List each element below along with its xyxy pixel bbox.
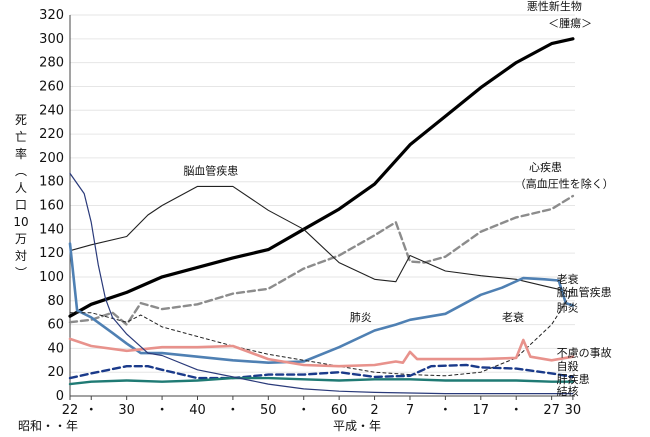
x-tick-label: 27 (543, 403, 560, 418)
y-axis-label-char: 対 (15, 249, 27, 263)
series-line-5 (68, 337, 575, 368)
y-axis-label-char: 率 (15, 146, 27, 161)
y-tick-label: 80 (47, 294, 64, 309)
series-line-0 (68, 37, 575, 318)
y-axis-label-char: 万 (15, 232, 27, 246)
y-tick-labels: 0 20 40 60 80 100 120 140 160 180 200 220 240 260 280 3… (39, 8, 64, 404)
y-tick-label: 300 (39, 32, 64, 47)
series-label: 自殺 (557, 359, 579, 373)
x-tick-label: 40 (189, 403, 206, 418)
y-tick-label: 180 (39, 175, 64, 190)
gridlines (70, 14, 575, 397)
series-line-7 (68, 376, 575, 386)
series-annotations: 悪性新生物＜腫瘍＞脳血管疾患 心疾患（高血圧性を除く）肺炎 老衰老衰脳血管疾患肺炎不… (183, 0, 613, 398)
y-tick-label: 320 (39, 8, 64, 23)
y-tick-label: 260 (39, 79, 64, 94)
series-line-1 (68, 194, 575, 326)
x-tick-label: 30 (118, 403, 135, 418)
series-label: 肺炎 (350, 311, 372, 324)
series-lines (68, 37, 575, 395)
series-label: （高血圧性を除く） (515, 177, 614, 191)
y-tick-label: 40 (47, 341, 64, 356)
y-axis-label-char: 人 (15, 181, 27, 195)
series-label: 結核 (557, 384, 579, 398)
x-tick-label: 22 (62, 403, 79, 418)
y-tick-label: 280 (39, 56, 64, 71)
y-axis-label-char: 死 (15, 113, 27, 127)
y-tick-label: 20 (47, 365, 64, 380)
y-axis-label-char: ︶ (15, 266, 27, 280)
y-axis-label-char: 口 (15, 198, 27, 212)
x-tick-label: ・ (85, 403, 98, 418)
x-axis-era-showa: 昭和・・年 (18, 419, 78, 433)
y-tick-label: 0 (56, 389, 64, 404)
x-tick-label: ・ (156, 403, 169, 418)
y-tick-label: 120 (39, 246, 64, 261)
y-tick-label: 200 (39, 151, 64, 166)
series-label: 脳血管疾患 (183, 164, 238, 178)
series-line-2 (69, 185, 574, 293)
series-label: 老衰 (502, 310, 524, 324)
x-tick-label: ・ (439, 403, 452, 418)
series-label: 肺炎 (557, 301, 579, 314)
axes (69, 15, 575, 397)
y-axis-label-char: ︵ (15, 164, 27, 178)
series-line-6 (68, 363, 575, 380)
x-tick-label: 60 (331, 403, 348, 418)
y-axis-label: 死亡率 ︵ 人口 10 万対 ︶ (13, 113, 28, 280)
series-label: 老衰 (557, 272, 579, 286)
x-tick-label: 17 (473, 403, 490, 418)
series-label: 脳血管疾患 (557, 285, 612, 299)
series-label: 不慮の事故 (557, 346, 612, 360)
y-tick-label: 240 (39, 103, 64, 118)
x-tick-label: 2 (370, 403, 378, 418)
y-tick-label: 220 (39, 127, 64, 142)
y-tick-label: 100 (39, 270, 64, 285)
y-axis-label-char: 亡 (15, 130, 27, 144)
y-tick-label: 140 (39, 222, 64, 237)
series-label: 悪性新生物 (527, 0, 582, 13)
series-line-3 (68, 242, 575, 364)
x-tick-label: ・ (297, 403, 310, 418)
x-tick-labels: 22 ・ 30 ・ 40 ・ 50 ・ 60 2 7 ・ 17 ・ 27 30 (62, 396, 581, 418)
x-tick-label: ・ (226, 403, 239, 418)
series-label: 肝疾患 (557, 372, 590, 386)
y-tick-label: 60 (47, 318, 64, 333)
series-label: ＜腫瘍＞ (548, 16, 592, 30)
series-label: 心疾患 (529, 160, 562, 174)
y-tick-label: 160 (39, 199, 64, 214)
x-axis-era-heisei: 平成・年 (333, 419, 381, 433)
x-tick-label: 50 (260, 403, 277, 418)
x-tick-label: ・ (510, 403, 523, 418)
series-line-8 (69, 172, 574, 395)
x-tick-label: 30 (565, 403, 582, 418)
y-axis-label-char: 10 (13, 215, 28, 229)
x-tick-label: 7 (406, 403, 414, 418)
